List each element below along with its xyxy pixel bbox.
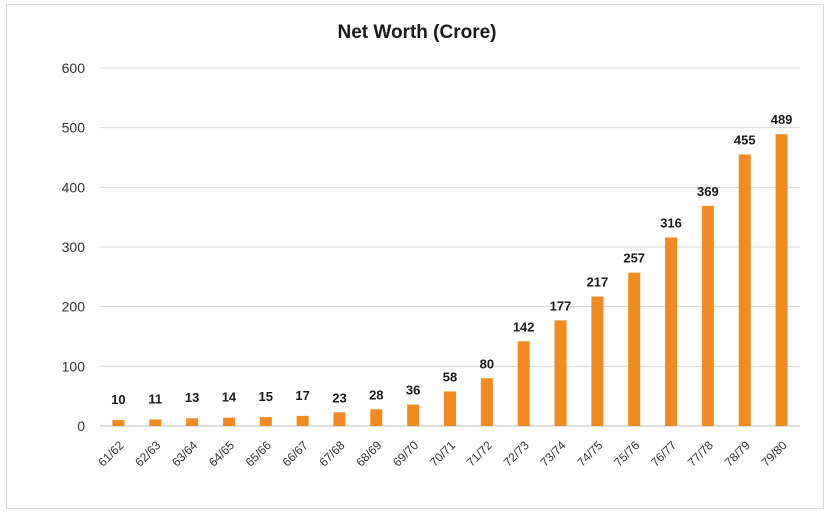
y-tick-label: 500 bbox=[62, 120, 86, 136]
bar bbox=[480, 378, 493, 426]
x-tick-label: 75/76 bbox=[611, 438, 642, 469]
x-tick-label: 77/78 bbox=[685, 438, 716, 469]
data-label: 142 bbox=[513, 319, 535, 334]
data-label: 217 bbox=[587, 275, 609, 290]
data-label: 15 bbox=[259, 389, 273, 404]
data-label: 257 bbox=[623, 251, 645, 266]
data-label: 13 bbox=[185, 390, 199, 405]
y-tick-label: 100 bbox=[62, 358, 86, 374]
data-label: 489 bbox=[771, 112, 793, 127]
data-label: 10 bbox=[111, 392, 125, 407]
bar bbox=[296, 415, 309, 426]
x-tick-label: 67/68 bbox=[316, 438, 347, 469]
data-label: 80 bbox=[480, 356, 494, 371]
gridlines bbox=[100, 67, 800, 427]
bar bbox=[407, 404, 420, 426]
x-axis: 61/62 62/63 63/64 64/65 65/66 66/67 67/68 68/69… bbox=[95, 438, 790, 469]
x-tick-label: 62/63 bbox=[132, 438, 163, 469]
x-tick-label: 61/62 bbox=[95, 438, 126, 469]
x-tick-label: 64/65 bbox=[206, 438, 237, 469]
data-label: 11 bbox=[148, 391, 162, 406]
x-tick-label: 69/70 bbox=[390, 438, 421, 469]
data-label: 36 bbox=[406, 383, 420, 398]
y-axis: 0 100 200 300 400 500 600 bbox=[62, 60, 86, 434]
data-label: 369 bbox=[697, 184, 719, 199]
x-tick-label: 72/73 bbox=[501, 438, 532, 469]
x-tick-label: 79/80 bbox=[759, 438, 790, 469]
x-tick-label: 78/79 bbox=[722, 438, 753, 469]
bar bbox=[775, 134, 788, 427]
x-tick-label: 70/71 bbox=[427, 438, 458, 469]
x-tick-label: 68/69 bbox=[353, 438, 384, 469]
x-tick-label: 74/75 bbox=[574, 438, 605, 469]
bars bbox=[112, 134, 788, 427]
y-tick-label: 0 bbox=[77, 418, 85, 434]
data-label: 455 bbox=[734, 133, 756, 148]
bar bbox=[738, 154, 751, 426]
y-tick-label: 300 bbox=[62, 239, 86, 255]
y-tick-label: 400 bbox=[62, 179, 86, 195]
bar bbox=[517, 341, 530, 426]
bar bbox=[112, 420, 125, 426]
data-label: 14 bbox=[222, 390, 237, 405]
data-labels: 10 11 13 14 15 17 23 28 36 58 80 142 177 217 257 316 369… bbox=[111, 112, 792, 407]
x-tick-label: 73/74 bbox=[538, 438, 569, 469]
bar bbox=[444, 391, 456, 426]
bar bbox=[701, 205, 714, 426]
chart-title: Net Worth (Crore) bbox=[337, 22, 496, 43]
y-tick-label: 200 bbox=[62, 299, 86, 315]
bar bbox=[333, 412, 346, 426]
data-label: 23 bbox=[332, 390, 346, 405]
data-label: 177 bbox=[550, 298, 572, 313]
x-tick-label: 65/66 bbox=[243, 438, 274, 469]
x-tick-label: 71/72 bbox=[464, 438, 495, 469]
data-label: 316 bbox=[660, 215, 682, 230]
bar bbox=[186, 418, 199, 426]
bar bbox=[222, 417, 235, 426]
bar bbox=[591, 296, 604, 426]
bar bbox=[628, 272, 641, 426]
y-tick-label: 600 bbox=[62, 60, 86, 76]
bar bbox=[554, 320, 567, 426]
x-tick-label: 63/64 bbox=[169, 438, 200, 469]
bar bbox=[259, 417, 272, 426]
x-tick-label: 66/67 bbox=[280, 438, 311, 469]
data-label: 28 bbox=[369, 387, 383, 402]
bar bbox=[665, 237, 678, 426]
bar bbox=[370, 409, 383, 426]
data-label: 58 bbox=[443, 369, 457, 384]
data-label: 17 bbox=[295, 388, 309, 403]
x-tick-label: 76/77 bbox=[648, 438, 679, 469]
bar bbox=[149, 419, 162, 426]
